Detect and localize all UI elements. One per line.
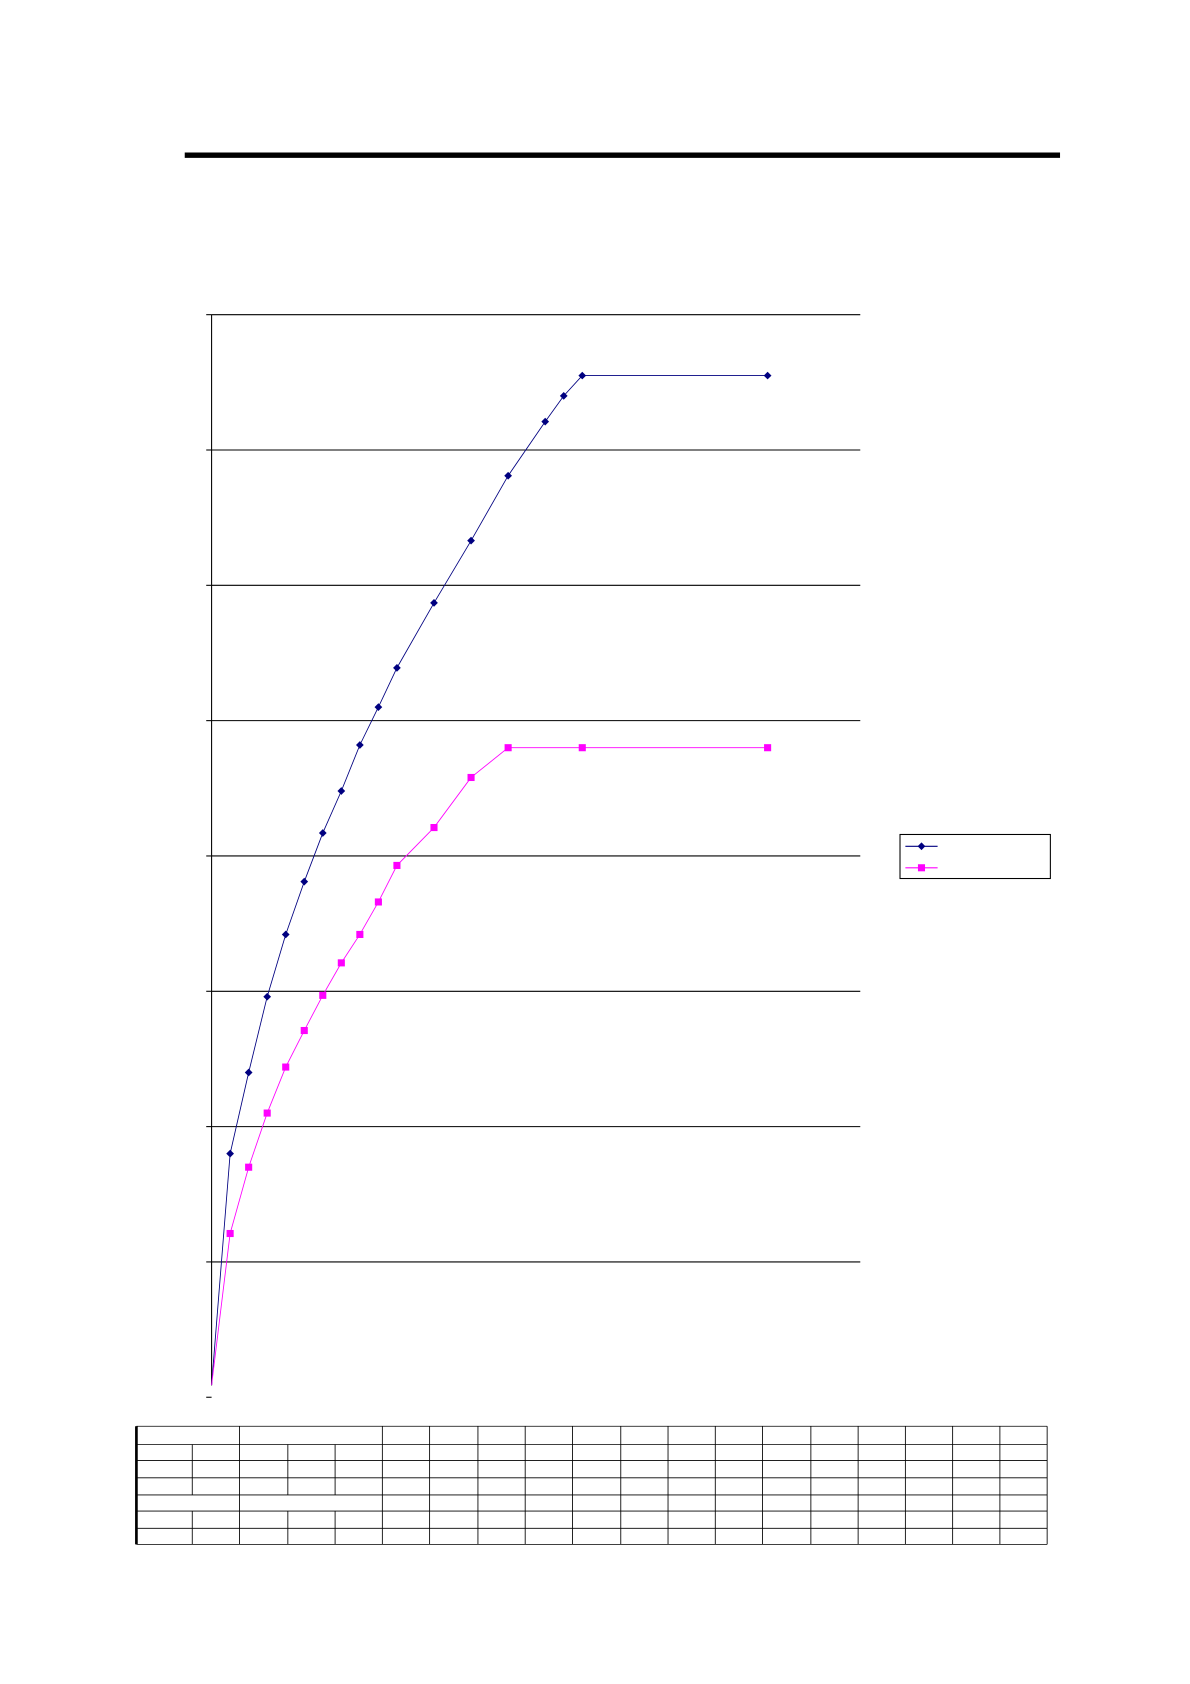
point-marker [300,1026,308,1035]
point-marker [467,773,475,782]
point-marker [263,992,272,1001]
point-marker [764,744,772,752]
point-marker [393,663,401,672]
point-marker [763,371,772,380]
point-marker [244,1068,253,1077]
point-marker [578,744,586,752]
point-marker [300,877,309,886]
series-line [211,747,768,1386]
point-marker [263,1109,271,1117]
point-marker [917,842,926,851]
point-marker [319,991,327,999]
point-marker [318,829,327,837]
point-marker [226,1229,234,1238]
point-marker [504,744,512,752]
point-marker [504,471,512,480]
point-marker [559,392,568,400]
data-table [135,1425,1048,1545]
point-marker [226,1149,234,1158]
point-marker [281,930,290,939]
point-marker [337,787,346,795]
point-marker [337,959,345,967]
legend-box [899,833,1051,880]
point-marker [430,824,438,832]
point-marker [578,371,587,380]
point-marker [541,417,550,426]
point-marker [917,864,926,872]
point-marker [374,703,383,711]
point-marker [245,1163,253,1171]
point-marker [467,536,475,545]
point-marker [356,930,364,938]
header-rule [184,152,1061,158]
point-marker [282,1063,290,1071]
point-marker [430,599,438,607]
point-marker [355,741,364,749]
series-line [211,375,768,1386]
point-marker [374,898,382,906]
point-marker [393,861,401,869]
